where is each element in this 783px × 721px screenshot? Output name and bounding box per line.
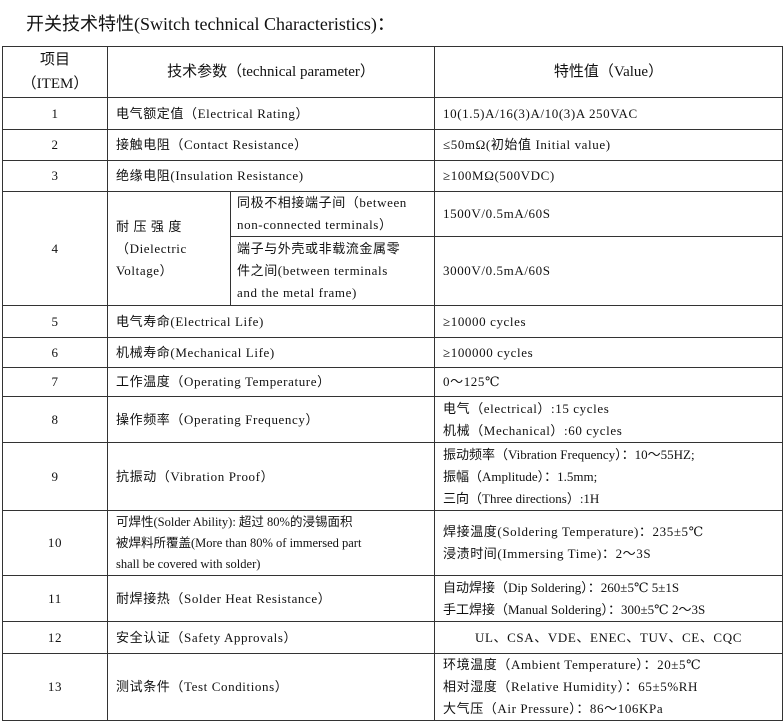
- value-cell: ≥100MΩ(500VDC): [434, 160, 783, 192]
- value-line: 振动频率（Vibration Frequency）：10～55HZ;: [443, 446, 695, 462]
- value-line: 大气压（Air Pressure）：86～106KPa: [443, 701, 664, 716]
- param-line: non-connected terminals）: [237, 217, 393, 232]
- header-item-en: （ITEM）: [21, 76, 89, 92]
- param-cell: 可焊性(Solder Ability): 超过 80%的浸锡面积 被焊料所覆盖(…: [107, 510, 435, 576]
- table-row: 2 接触电阻（Contact Resistance） ≤50mΩ(初始值 Ini…: [2, 129, 783, 161]
- item-number: 13: [2, 653, 108, 721]
- param-cell: 工作温度（Operating Temperature）: [107, 367, 435, 397]
- param-cell: 机械寿命(Mechanical Life): [107, 337, 435, 368]
- item-number: 5: [2, 305, 108, 338]
- param-cell: 测试条件（Test Conditions）: [107, 653, 435, 721]
- value-line: 相对湿度（Relative Humidity）：65±5%RH: [443, 679, 699, 694]
- table-row: 12 安全认证（Safety Approvals） UL、CSA、VDE、ENE…: [2, 621, 783, 654]
- param-line: shall be covered with solder): [116, 556, 261, 571]
- page-title: 开关技术特性(Switch technical Characteristics)…: [26, 14, 395, 34]
- sub-param-cell: 端子与外壳或非载流金属零 件之间(between terminals and t…: [230, 236, 435, 306]
- value-line: 振幅（Amplitude）：1.5mm;: [443, 468, 598, 484]
- value-cell: 1500V/0.5mA/60S: [434, 191, 783, 237]
- param-cell: 抗振动（Vibration Proof）: [107, 442, 435, 511]
- value-cell: 振动频率（Vibration Frequency）：10～55HZ; 振幅（Am…: [434, 442, 783, 511]
- value-line: 手工焊接（Manual Soldering）：300±5℃ 2～3S: [443, 601, 706, 617]
- table-row: 1 电气额定值（Electrical Rating） 10(1.5)A/16(3…: [2, 97, 783, 130]
- value-line: 浸渍时间(Immersing Time)：2～3S: [443, 546, 652, 561]
- param-line: 件之间(between terminals: [237, 263, 388, 278]
- table-row: 5 电气寿命(Electrical Life) ≥10000 cycles: [2, 305, 783, 338]
- param-cell: 操作频率（Operating Frequency）: [107, 396, 435, 443]
- item-number: 6: [2, 337, 108, 368]
- header-item: 项目 （ITEM）: [2, 46, 108, 98]
- table-row: 10 可焊性(Solder Ability): 超过 80%的浸锡面积 被焊料所…: [2, 510, 783, 576]
- table-row: 6 机械寿命(Mechanical Life) ≥100000 cycles: [2, 337, 783, 368]
- param-cell: 接触电阻（Contact Resistance）: [107, 129, 435, 161]
- item-number: 10: [2, 510, 108, 576]
- item-number: 7: [2, 367, 108, 397]
- value-line: 环境温度（Ambient Temperature）：20±5℃: [443, 657, 702, 672]
- item-number: 9: [2, 442, 108, 511]
- value-cell: 环境温度（Ambient Temperature）：20±5℃ 相对湿度（Rel…: [434, 653, 783, 721]
- value-cell: ≤50mΩ(初始值 Initial value): [434, 129, 783, 161]
- value-cell: 电气（electrical）:15 cycles 机械（Mechanical）:…: [434, 396, 783, 443]
- item-number: 11: [2, 575, 108, 622]
- item-number: 1: [2, 97, 108, 130]
- header-param: 技术参数（technical parameter）: [107, 46, 435, 98]
- value-line: 机械（Mechanical）:60 cycles: [443, 422, 623, 438]
- value-line: 自动焊接（Dip Soldering）：260±5℃ 5±1S: [443, 579, 680, 595]
- value-line: 三向（Three directions）:1H: [443, 490, 600, 506]
- table-row: 7 工作温度（Operating Temperature） 0～125℃: [2, 367, 783, 397]
- value-cell: ≥10000 cycles: [434, 305, 783, 338]
- table-row: 4 耐 压 强 度 （Dielectric Voltage） 同极不相接端子间（…: [2, 191, 783, 306]
- header-item-cn: 项目: [39, 52, 70, 68]
- table-row: 11 耐焊接热（Solder Heat Resistance） 自动焊接（Dip…: [2, 575, 783, 622]
- param-line: 耐 压 强 度: [116, 218, 182, 234]
- value-cell: 10(1.5)A/16(3)A/10(3)A 250VAC: [434, 97, 783, 130]
- item-number: 12: [2, 621, 108, 654]
- param-line: 端子与外壳或非载流金属零: [237, 241, 401, 256]
- param-cell: 电气额定值（Electrical Rating）: [107, 97, 435, 130]
- table-row: 3 绝缘电阻(Insulation Resistance) ≥100MΩ(500…: [2, 160, 783, 192]
- value-line: 焊接温度(Soldering Temperature)：235±5℃: [443, 524, 704, 539]
- value-cell: 3000V/0.5mA/60S: [434, 236, 783, 306]
- param-cell: 绝缘电阻(Insulation Resistance): [107, 160, 435, 192]
- param-line: （Dielectric: [116, 240, 187, 256]
- value-line: 电气（electrical）:15 cycles: [443, 400, 610, 416]
- param-line: 被焊料所覆盖(More than 80% of immersed part: [116, 535, 362, 550]
- value-cell: 焊接温度(Soldering Temperature)：235±5℃ 浸渍时间(…: [434, 510, 783, 576]
- table-row: 9 抗振动（Vibration Proof） 振动频率（Vibration Fr…: [2, 442, 783, 511]
- item-number: 2: [2, 129, 108, 161]
- param-line: Voltage）: [116, 262, 174, 278]
- param-line: and the metal frame): [237, 285, 357, 300]
- item-number: 4: [2, 191, 108, 306]
- header-value: 特性值（Value）: [434, 46, 783, 98]
- param-main-cell: 耐 压 强 度 （Dielectric Voltage）: [107, 191, 231, 306]
- param-cell: 电气寿命(Electrical Life): [107, 305, 435, 338]
- item-number: 3: [2, 160, 108, 192]
- table-row: 8 操作频率（Operating Frequency） 电气（electrica…: [2, 396, 783, 443]
- table-row: 13 测试条件（Test Conditions） 环境温度（Ambient Te…: [2, 653, 783, 721]
- param-cell: 安全认证（Safety Approvals）: [107, 621, 435, 654]
- sub-param-cell: 同极不相接端子间（between non-connected terminals…: [230, 191, 435, 237]
- value-cell: 0～125℃: [434, 367, 783, 397]
- param-line: 同极不相接端子间（between: [237, 195, 407, 210]
- value-cell: 自动焊接（Dip Soldering）：260±5℃ 5±1S 手工焊接（Man…: [434, 575, 783, 622]
- value-cell: UL、CSA、VDE、ENEC、TUV、CE、CQC: [434, 621, 783, 654]
- spec-table: 项目 （ITEM） 技术参数（technical parameter） 特性值（V…: [2, 46, 783, 721]
- param-cell: 耐焊接热（Solder Heat Resistance）: [107, 575, 435, 622]
- value-cell: ≥100000 cycles: [434, 337, 783, 368]
- table-header: 项目 （ITEM） 技术参数（technical parameter） 特性值（V…: [2, 46, 783, 98]
- item-number: 8: [2, 396, 108, 443]
- param-line: 可焊性(Solder Ability): 超过 80%的浸锡面积: [116, 514, 353, 529]
